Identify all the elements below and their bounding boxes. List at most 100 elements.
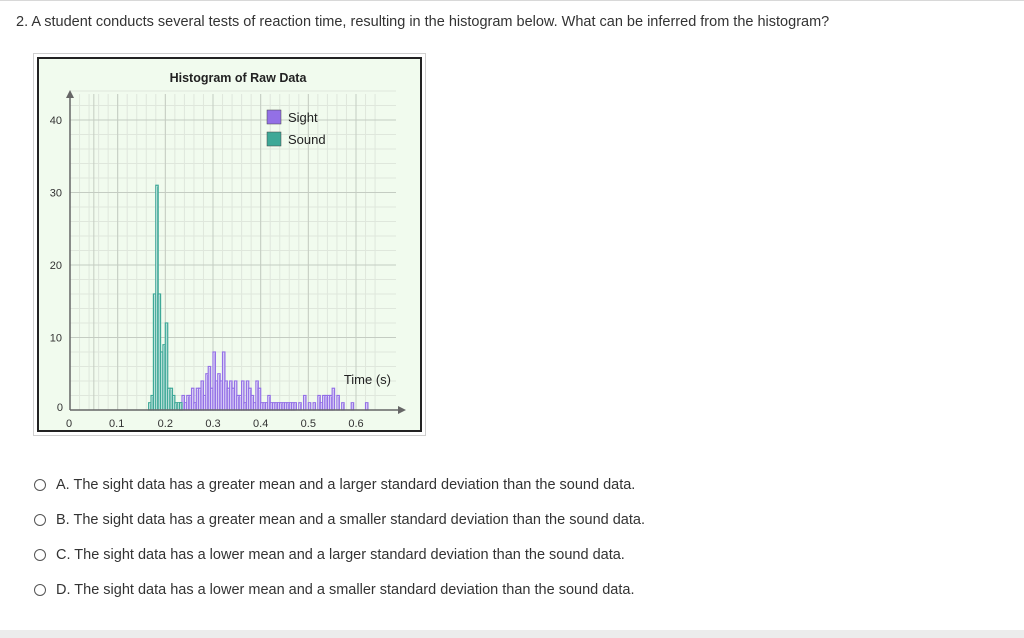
histogram-bar-fill-sound: [176, 403, 177, 410]
histogram-bar-fill-sight: [228, 389, 229, 410]
chart-title: Histogram of Raw Data: [170, 71, 308, 85]
answer-option-d[interactable]: D. The sight data has a lower mean and a…: [34, 581, 645, 616]
histogram-bar-fill-sight: [300, 403, 301, 410]
histogram-bar-fill-sight: [249, 389, 251, 410]
x-tick-label: 0.1: [109, 418, 124, 430]
histogram-bar-fill-sight: [366, 403, 368, 410]
histogram-bar-fill-sight: [290, 403, 291, 410]
answer-option-label: B. The sight data has a greater mean and…: [56, 512, 645, 528]
radio-button[interactable]: [34, 549, 46, 561]
histogram-bar-fill-sight: [295, 403, 296, 410]
x-tick-label: 0.2: [158, 418, 173, 430]
histogram-bar-fill-sight: [266, 403, 268, 410]
answer-options: A. The sight data has a greater mean and…: [34, 476, 645, 616]
histogram-bar-fill-sight: [273, 403, 275, 410]
histogram-bar-fill-sight: [207, 374, 208, 410]
histogram-bar-fill-sight: [333, 389, 334, 410]
histogram-bar-fill-sound: [149, 403, 151, 410]
histogram-bar-fill-sight: [326, 396, 327, 410]
histogram-bar-fill-sight: [352, 403, 353, 410]
histogram-bar-fill-sight: [242, 382, 244, 410]
histogram-bar-sight: [341, 402, 345, 411]
histogram-bar-fill-sight: [183, 396, 184, 410]
histogram-bar-fill-sight: [240, 396, 241, 410]
histogram-bar-fill-sight: [264, 403, 265, 410]
x-axis-arrow: [398, 406, 406, 414]
histogram-bar-sight: [293, 402, 298, 411]
x-axis-label: Time (s): [344, 372, 391, 387]
histogram-bar-fill-sight: [187, 396, 189, 410]
histogram-bar-fill-sight: [283, 403, 284, 410]
y-tick-label: 0: [57, 402, 63, 414]
histogram-bar-fill-sight: [223, 353, 225, 410]
legend-swatch-sound: [266, 131, 282, 147]
radio-button[interactable]: [34, 584, 46, 596]
histogram-bar-fill-sight: [261, 403, 263, 410]
histogram-bar-sight: [307, 402, 312, 411]
histogram-bar-fill-sight: [285, 403, 287, 410]
histogram-bar-fill-sight: [321, 403, 322, 410]
histogram-bar-fill-sight: [245, 403, 246, 410]
histogram-bar-fill-sight: [314, 403, 315, 410]
legend-label-sight: Sight: [288, 110, 318, 125]
histogram-bar-fill-sight: [304, 396, 306, 410]
question-text: 2. A student conducts several tests of r…: [16, 14, 830, 30]
histogram-bar-fill-sight: [276, 403, 277, 410]
histogram-bar-fill-sight: [259, 389, 260, 410]
histogram-bar-fill-sight: [254, 403, 256, 410]
histogram-bar-fill-sight: [328, 396, 330, 410]
histogram-bar-fill-sight: [195, 403, 196, 410]
x-tick-label: 0.5: [301, 418, 316, 430]
histogram-bar-fill-sound: [159, 295, 160, 410]
answer-option-label: A. The sight data has a greater mean and…: [56, 477, 636, 493]
histogram-bar-fill-sight: [278, 403, 280, 410]
histogram-bar-sight: [312, 402, 317, 411]
histogram-bar-sight: [302, 394, 307, 411]
histogram-bar-fill-sight: [323, 396, 325, 410]
histogram-bar-fill-sight: [269, 396, 270, 410]
histogram-bar-fill-sight: [185, 403, 187, 410]
histogram-bar-fill-sound: [152, 396, 153, 410]
histogram-bar-fill-sight: [197, 389, 199, 410]
histogram-bar-fill-sound: [164, 345, 165, 410]
y-tick-label: 40: [50, 115, 62, 127]
histogram-bar-fill-sight: [235, 382, 237, 410]
answer-option-c[interactable]: C. The sight data has a lower mean and a…: [34, 546, 645, 581]
histogram-bar-fill-sight: [271, 403, 272, 410]
answer-option-a[interactable]: A. The sight data has a greater mean and…: [34, 476, 645, 511]
answer-option-b[interactable]: B. The sight data has a greater mean and…: [34, 511, 645, 546]
histogram-bar-fill-sight: [330, 396, 332, 410]
histogram-bar-sound: [179, 402, 183, 411]
bottom-bar: [0, 630, 1024, 638]
histogram-bar-fill-sight: [221, 382, 222, 410]
histogram-bar-fill-sight: [202, 382, 203, 410]
histogram-bar-fill-sight: [319, 396, 320, 410]
histogram-bar-sight: [336, 394, 340, 411]
histogram-bar-fill-sight: [252, 396, 253, 410]
histogram-bar-sight: [364, 402, 369, 411]
histogram-bar-fill-sight: [190, 396, 191, 410]
histogram-bar-fill-sight: [230, 382, 232, 410]
histogram-bar-fill-sight: [342, 403, 344, 410]
y-tick-label: 30: [50, 188, 62, 200]
legend-label-sound: Sound: [288, 132, 326, 147]
histogram-bar-fill-sight: [226, 382, 227, 410]
histogram-bar-fill-sight: [247, 382, 249, 410]
histogram-bar-fill-sight: [209, 367, 210, 410]
histogram-bar-fill-sound: [166, 324, 168, 410]
y-axis-arrow: [66, 90, 74, 98]
histogram-bar-fill-sound: [173, 396, 175, 410]
x-tick-label: 0.4: [253, 418, 268, 430]
histogram-bar-fill-sight: [292, 403, 294, 410]
histogram-bar-fill-sound: [154, 295, 156, 410]
histogram-bar-fill-sight: [199, 389, 201, 410]
histogram-bar-fill-sight: [233, 389, 234, 410]
histogram-bar-sight: [298, 402, 302, 411]
histogram-bar-fill-sight: [192, 389, 194, 410]
radio-button[interactable]: [34, 479, 46, 491]
histogram-bar-fill-sound: [178, 403, 179, 410]
radio-button[interactable]: [34, 514, 46, 526]
histogram-bar-fill-sight: [309, 403, 311, 410]
answer-option-label: C. The sight data has a lower mean and a…: [56, 547, 625, 563]
histogram-svg: Histogram of Raw Data 0 0.1 0.2 0.3 0.4 0.5 0.…: [37, 57, 422, 432]
